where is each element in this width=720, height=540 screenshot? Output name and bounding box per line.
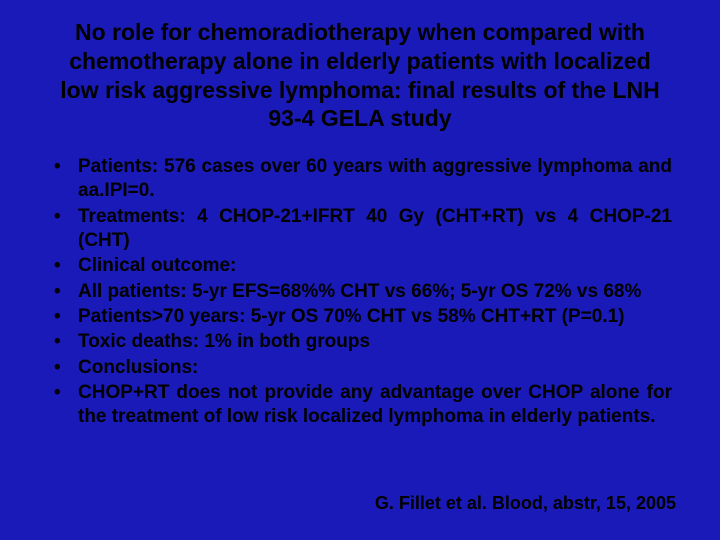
list-item: Conclusions:	[48, 356, 672, 380]
slide-title: No role for chemoradiotherapy when compa…	[40, 18, 680, 155]
list-item: CHOP+RT does not provide any advantage o…	[48, 381, 672, 430]
list-item: Patients>70 years: 5-yr OS 70% CHT vs 58…	[48, 305, 672, 329]
list-item: Patients: 576 cases over 60 years with a…	[48, 155, 672, 204]
list-item: Treatments: 4 CHOP-21+IFRT 40 Gy (CHT+RT…	[48, 205, 672, 254]
list-item: All patients: 5-yr EFS=68%% CHT vs 66%; …	[48, 280, 672, 304]
list-item: Toxic deaths: 1% in both groups	[48, 330, 672, 354]
citation-text: G. Fillet et al. Blood, abstr, 15, 2005	[375, 493, 676, 514]
bullet-list: Patients: 576 cases over 60 years with a…	[40, 155, 680, 429]
list-item: Clinical outcome:	[48, 254, 672, 278]
